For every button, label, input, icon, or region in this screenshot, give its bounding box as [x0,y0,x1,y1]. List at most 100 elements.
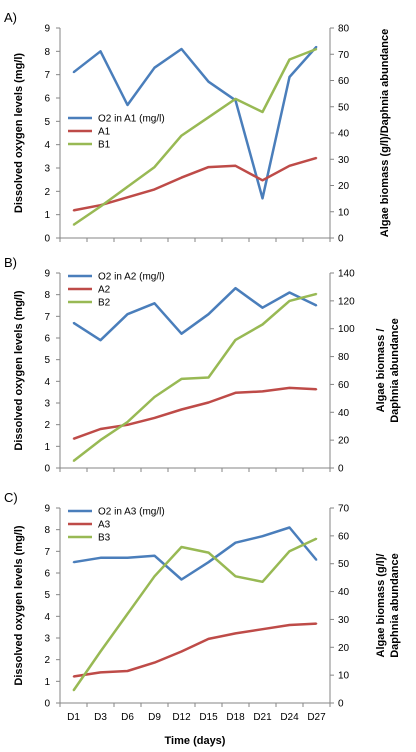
data-point-o2 [153,66,156,69]
right-tick-label: 30 [338,155,350,166]
data-point-algae [261,628,264,630]
left-tick-label: 0 [44,234,50,245]
data-point-algae [126,196,129,199]
data-point-algae [207,401,210,404]
data-point-daphnia [234,575,237,578]
left-tick-label: 7 [44,547,50,558]
right-tick-label: 120 [338,296,355,307]
left-tick-label: 7 [44,70,50,81]
left-tick-label: 1 [44,210,50,221]
data-point-o2 [315,45,318,48]
data-point-daphnia [126,421,129,423]
left-tick-label: 9 [44,269,50,280]
data-point-daphnia [126,613,129,615]
data-point-algae [180,408,183,411]
data-point-o2 [207,313,210,315]
chart-panel-2: 0 1 2 3 4 5 6 7 8 9 0 20 40 60 80 100 120 140 B) Dissolved … [4,255,401,475]
left-tick-label: 8 [44,290,50,301]
left-axis-label: Dissolved oxygen levels (mg/l) [13,525,25,686]
data-point-o2 [72,561,75,563]
right-tick-label: 20 [338,181,350,192]
right-tick-label: 70 [338,504,350,515]
legend-label: B3 [98,533,111,544]
left-tick-label: 3 [44,634,50,645]
series-line-o2 [72,286,318,342]
data-point-o2 [315,304,318,307]
left-axis-label: Dissolved oxygen levels (mg/l) [13,53,25,214]
data-point-daphnia [72,460,75,462]
left-tick-label: 0 [44,464,50,475]
data-point-o2 [288,76,291,78]
data-point-daphnia [234,98,237,100]
x-tick-label: D21 [253,712,272,723]
right-tick-label: 40 [338,587,350,598]
data-point-o2 [234,287,237,289]
data-point-algae [261,390,264,393]
data-point-algae [153,188,156,191]
series-line-daphnia [72,537,318,692]
left-tick-label: 4 [44,140,50,151]
left-tick-label: 8 [44,47,50,58]
data-point-daphnia [288,58,291,61]
data-point-daphnia [72,224,75,226]
left-tick-label: 4 [44,377,50,388]
data-point-daphnia [153,166,156,168]
series-line-algae [73,386,317,440]
data-point-algae [234,391,237,394]
left-tick-label: 5 [44,117,50,128]
data-point-o2 [207,561,210,563]
data-point-daphnia [207,116,210,119]
left-tick-label: 5 [44,590,50,601]
right-tick-label: 50 [338,559,350,570]
series-line-o2 [73,526,318,581]
right-tick-label: 100 [338,324,355,335]
right-tick-label: 20 [338,436,350,447]
data-point-daphnia [261,323,264,326]
data-point-o2 [99,557,102,559]
data-point-algae [315,388,318,391]
data-point-daphnia [261,581,264,583]
x-tick-label: D12 [172,712,191,723]
right-tick-label: 10 [338,671,350,682]
data-point-o2 [180,332,183,335]
data-point-algae [99,671,102,674]
panel-letter: A) [4,10,17,25]
data-point-algae [72,675,75,678]
data-point-daphnia [207,376,210,379]
x-tick-label: D18 [226,712,245,723]
data-point-algae [99,428,102,430]
legend-label: O2 in A3 (mg/l) [98,507,165,518]
left-tick-label: 0 [44,699,50,710]
right-tick-label: 60 [338,531,350,542]
data-point-o2 [234,541,237,544]
legend-label: A3 [98,520,111,531]
data-point-o2 [99,339,102,341]
data-point-daphnia [72,689,75,692]
left-tick-label: 9 [44,24,50,35]
series-line-daphnia [72,47,317,226]
data-point-algae [315,157,318,159]
data-point-algae [288,387,291,389]
right-tick-label: 0 [338,699,344,710]
chart-panel-1: 0 1 2 3 4 5 6 7 8 9 0 10 20 30 40 50 60 70 80 A) Dissolved o… [4,10,391,245]
data-point-o2 [126,313,129,315]
data-point-daphnia [315,537,318,540]
x-tick-label: D1 [67,712,80,723]
series-line-algae [73,622,317,678]
data-point-o2 [153,554,156,557]
data-point-algae [207,166,210,168]
left-axis-label: Dissolved oxygen levels (mg/l) [13,290,25,451]
legend-label: O2 in A2 (mg/l) [98,272,165,283]
legend-label: B1 [98,140,111,151]
right-axis-label: Algae biomass (g/l)/Daphnia abundance [379,29,391,237]
x-axis-title: Time (days) [165,735,226,747]
data-point-daphnia [288,550,291,552]
data-point-o2 [153,302,156,305]
data-point-daphnia [207,551,210,554]
series-line-daphnia [72,292,317,462]
left-tick-label: 7 [44,312,50,323]
data-point-daphnia [315,293,318,295]
data-point-daphnia [99,205,102,208]
legend-label: O2 in A1 (mg/l) [98,114,165,125]
